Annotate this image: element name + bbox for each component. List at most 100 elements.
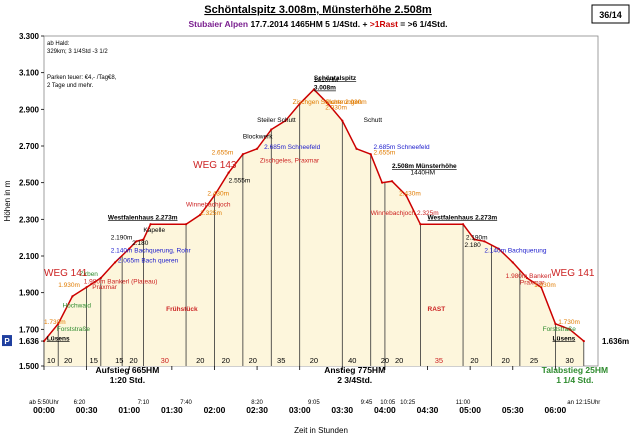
parking-marker: P: [4, 337, 10, 346]
annotation-13: 2.655m: [374, 149, 396, 156]
x-tick-label-6: 03:00: [289, 405, 311, 415]
profile-point-17: [284, 119, 287, 122]
annotation-23: Westfalenhaus 2.273m: [108, 214, 178, 221]
profile-point-7: [135, 240, 138, 243]
segment-minutes-4: 20: [129, 356, 137, 365]
annotation-17: 2.430m: [207, 191, 229, 198]
annotation-46: 1.730m: [558, 319, 580, 326]
profile-point-13: [227, 171, 230, 174]
segment-minutes-2: 15: [90, 356, 98, 365]
note-line-1: ab Hald:: [47, 41, 70, 47]
x-tick-label-3: 01:30: [161, 405, 183, 415]
profile-point-20: [327, 102, 330, 105]
profile-point-24: [380, 181, 384, 184]
annotation-41: Lüsens: [47, 335, 70, 342]
annotation-7: Schutt: [364, 117, 383, 124]
annotation-31: 2.140m Bachquerung: [484, 247, 547, 254]
profile-point-16: [270, 128, 273, 131]
profile-point-2: [71, 295, 74, 298]
summary-2-line2: 1 1/4 Std.: [556, 375, 593, 385]
clock-label-10: an 12:15Uhr: [567, 400, 600, 406]
y-tick-label-4: 2.100: [19, 252, 40, 261]
segment-minutes-14: 35: [435, 356, 443, 365]
profile-point-31: [497, 247, 500, 250]
y-tick-label-9: 3.100: [19, 69, 40, 78]
profile-point-35: [554, 322, 557, 325]
clock-label-3: 7:40: [180, 400, 192, 406]
y-tick-label-5: 2.300: [19, 215, 40, 224]
annotation-8: Blockwerk: [243, 134, 273, 141]
annotation-38: Hochwald: [62, 302, 91, 309]
x-tick-label-11: 05:30: [502, 405, 524, 415]
annotation-11: Zischgeles, Praxmar: [260, 158, 320, 165]
segment-minutes-1: 20: [64, 356, 72, 365]
annotation-4: Sicherungen: [325, 99, 362, 106]
profile-point-15: [255, 147, 259, 150]
profile-point-29: [473, 238, 476, 241]
summary-2-line1: Talabstieg 25HM: [542, 365, 608, 375]
subtitle-part-3: = >6 1/4Std.: [398, 19, 448, 29]
annotation-35: Praxmar: [92, 284, 117, 291]
y-tick-label-2: 1.700: [19, 325, 40, 334]
annotation-22: Winnebachjoch 2.325m: [371, 210, 439, 217]
y-tick-label-0: 1.500: [19, 362, 40, 371]
note-line-3: Parken teuer: €4,- /Tag€8,: [47, 75, 117, 81]
annotation-24: Westfalenhaus 2.273m: [428, 214, 498, 221]
x-tick-label-1: 00:30: [76, 405, 98, 415]
right-elevation-label: 1.636m: [602, 337, 629, 346]
x-tick-label-2: 01:00: [118, 405, 140, 415]
y-tick-label-6: 2.500: [19, 179, 40, 188]
profile-point-3: [85, 286, 88, 289]
annotation-25: Kapelle: [143, 227, 165, 234]
x-tick-label-8: 04:00: [374, 405, 396, 415]
annotation-43: Praxmar: [520, 279, 545, 286]
profile-point-22: [355, 147, 358, 150]
annotation-0: Schöntalspitz: [314, 75, 357, 82]
y-tick-label-8: 2.900: [19, 105, 40, 114]
annotation-36: 1.930m: [58, 282, 80, 289]
clock-label-0: ab 5:50Uhr: [29, 400, 59, 406]
x-tick-label-5: 02:30: [246, 405, 268, 415]
profile-point-33: [525, 276, 529, 280]
y-axis-label: Höhen in m: [3, 180, 12, 221]
y-tick-label-3: 1.900: [19, 289, 40, 298]
annotation-20: 2.325m: [200, 210, 222, 217]
y-tick-label-10: 3.300: [19, 32, 40, 41]
annotation-27: 2.180: [132, 240, 149, 247]
y-tick-label-7: 2.700: [19, 142, 40, 151]
profile-point-21: [341, 119, 344, 122]
annotation-40: Forststraße: [57, 326, 91, 333]
annotation-6: Steiler Schutt: [257, 117, 296, 124]
annotation-1: 3.008m: [314, 85, 336, 92]
annotation-29: 2.190m: [466, 235, 488, 242]
profile-point-37: [582, 339, 585, 343]
annotation-15: 1440HM: [410, 169, 435, 176]
profile-point-27: [419, 223, 422, 226]
annotation-50: RAST: [428, 306, 446, 313]
clock-label-4: 8:20: [251, 400, 263, 406]
summary-0-line2: 1:20 Std.: [110, 375, 145, 385]
page-badge: 36/14: [599, 10, 622, 20]
summary-0-line1: Aufstieg 665HM: [96, 365, 160, 375]
x-tick-label-10: 05:00: [459, 405, 481, 415]
profile-point-11: [199, 213, 202, 216]
segment-minutes-0: 10: [47, 356, 55, 365]
profile-point-28: [461, 223, 465, 226]
segment-minutes-6: 20: [196, 356, 204, 365]
profile-point-4: [99, 276, 102, 280]
annotation-10: 2.685m Schneefeld: [264, 144, 320, 151]
annotation-2: 1410HM: [314, 77, 339, 84]
profile-point-6: [128, 247, 131, 250]
annotation-3: Zischgen Scharte 2.930m: [293, 99, 367, 106]
annotation-12: 2.685m Schneefeld: [374, 144, 430, 151]
segment-minutes-16: 20: [501, 356, 509, 365]
annotation-44: 1.930m: [534, 282, 556, 289]
x-tick-label-0: 00:00: [33, 405, 55, 415]
profile-point-1: [57, 322, 60, 325]
note-line-2: 329km; 3 1/4Std -3 1/2: [47, 49, 108, 55]
x-axis-label: Zeit in Stunden: [294, 426, 348, 435]
profile-point-5: [113, 261, 117, 264]
annotation-45: WEG 141: [551, 268, 595, 279]
clock-label-8: 10:25: [400, 400, 416, 406]
